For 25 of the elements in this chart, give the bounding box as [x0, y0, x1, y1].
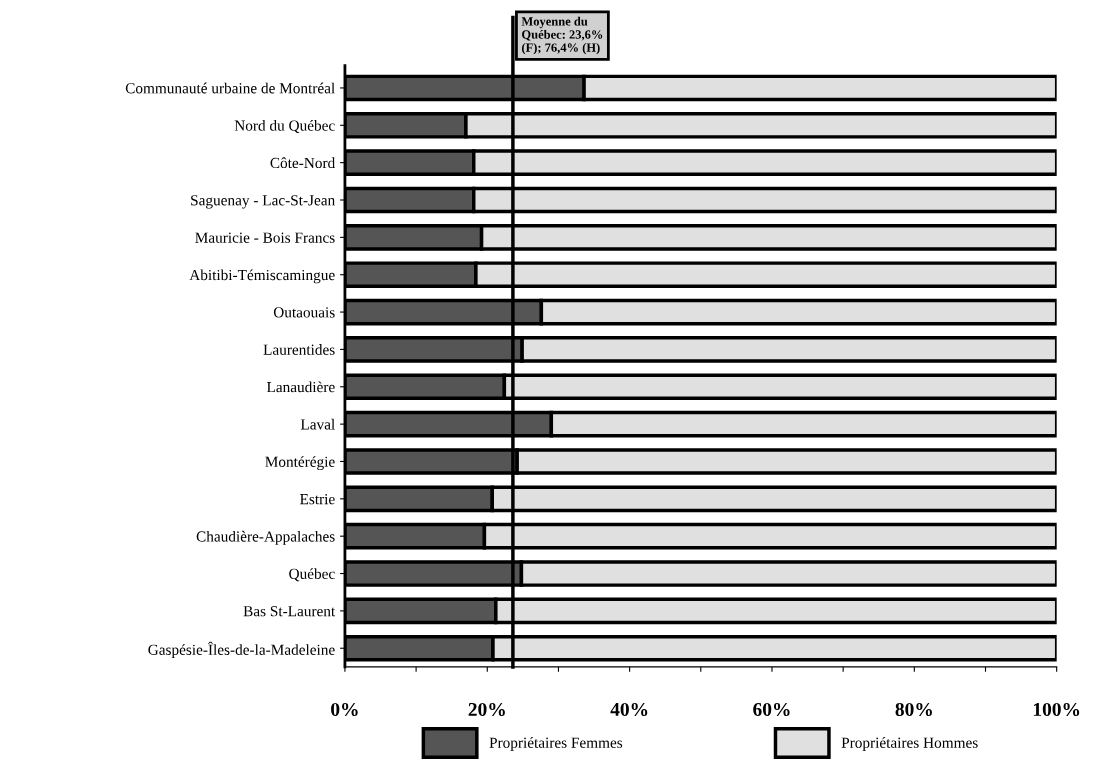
y-tick-label: Gaspésie-Îles-de-la-Madeleine	[148, 641, 335, 659]
ref-line-label: Moyenne du Québec: 23,6% (F); 76,4% (H)	[521, 16, 603, 55]
y-tick-label: Laurentides	[263, 344, 335, 355]
x-tick-label: 40%	[610, 702, 648, 717]
x-tick-label: 80%	[895, 702, 932, 717]
y-tick-label: Québec	[289, 568, 335, 582]
y-tick-label: Montérégie	[265, 456, 335, 471]
x-tick-label: 0%	[331, 702, 358, 717]
y-tick-label: Outaouais	[273, 307, 335, 318]
y-tick-label: Estrie	[300, 494, 335, 505]
legend-label: Propriétaires Hommes	[841, 737, 978, 751]
y-tick-label: Bas St-Laurent	[243, 606, 336, 617]
x-tick-label: 60%	[753, 702, 790, 717]
y-tick-label: Nord du Québec	[234, 119, 335, 134]
y-tick-label: Laval	[300, 418, 335, 430]
y-tick-label: Côte-Nord	[270, 157, 336, 169]
y-tick-label: Lanaudière	[266, 381, 335, 393]
x-tick-label: 20%	[468, 702, 505, 717]
y-tick-label: Abitibi-Témiscamingue	[189, 269, 335, 284]
legend-label: Propriétaires Femmes	[489, 737, 623, 751]
x-tick-label: 100%	[1033, 702, 1080, 717]
y-tick-label: Mauricie - Bois Francs	[195, 232, 335, 243]
y-tick-label: Saguenay - Lac-St-Jean	[191, 195, 335, 209]
y-tick-label: Communauté urbaine de Montréal	[125, 82, 335, 94]
y-tick-label: Chaudière-Appalaches	[196, 530, 335, 545]
